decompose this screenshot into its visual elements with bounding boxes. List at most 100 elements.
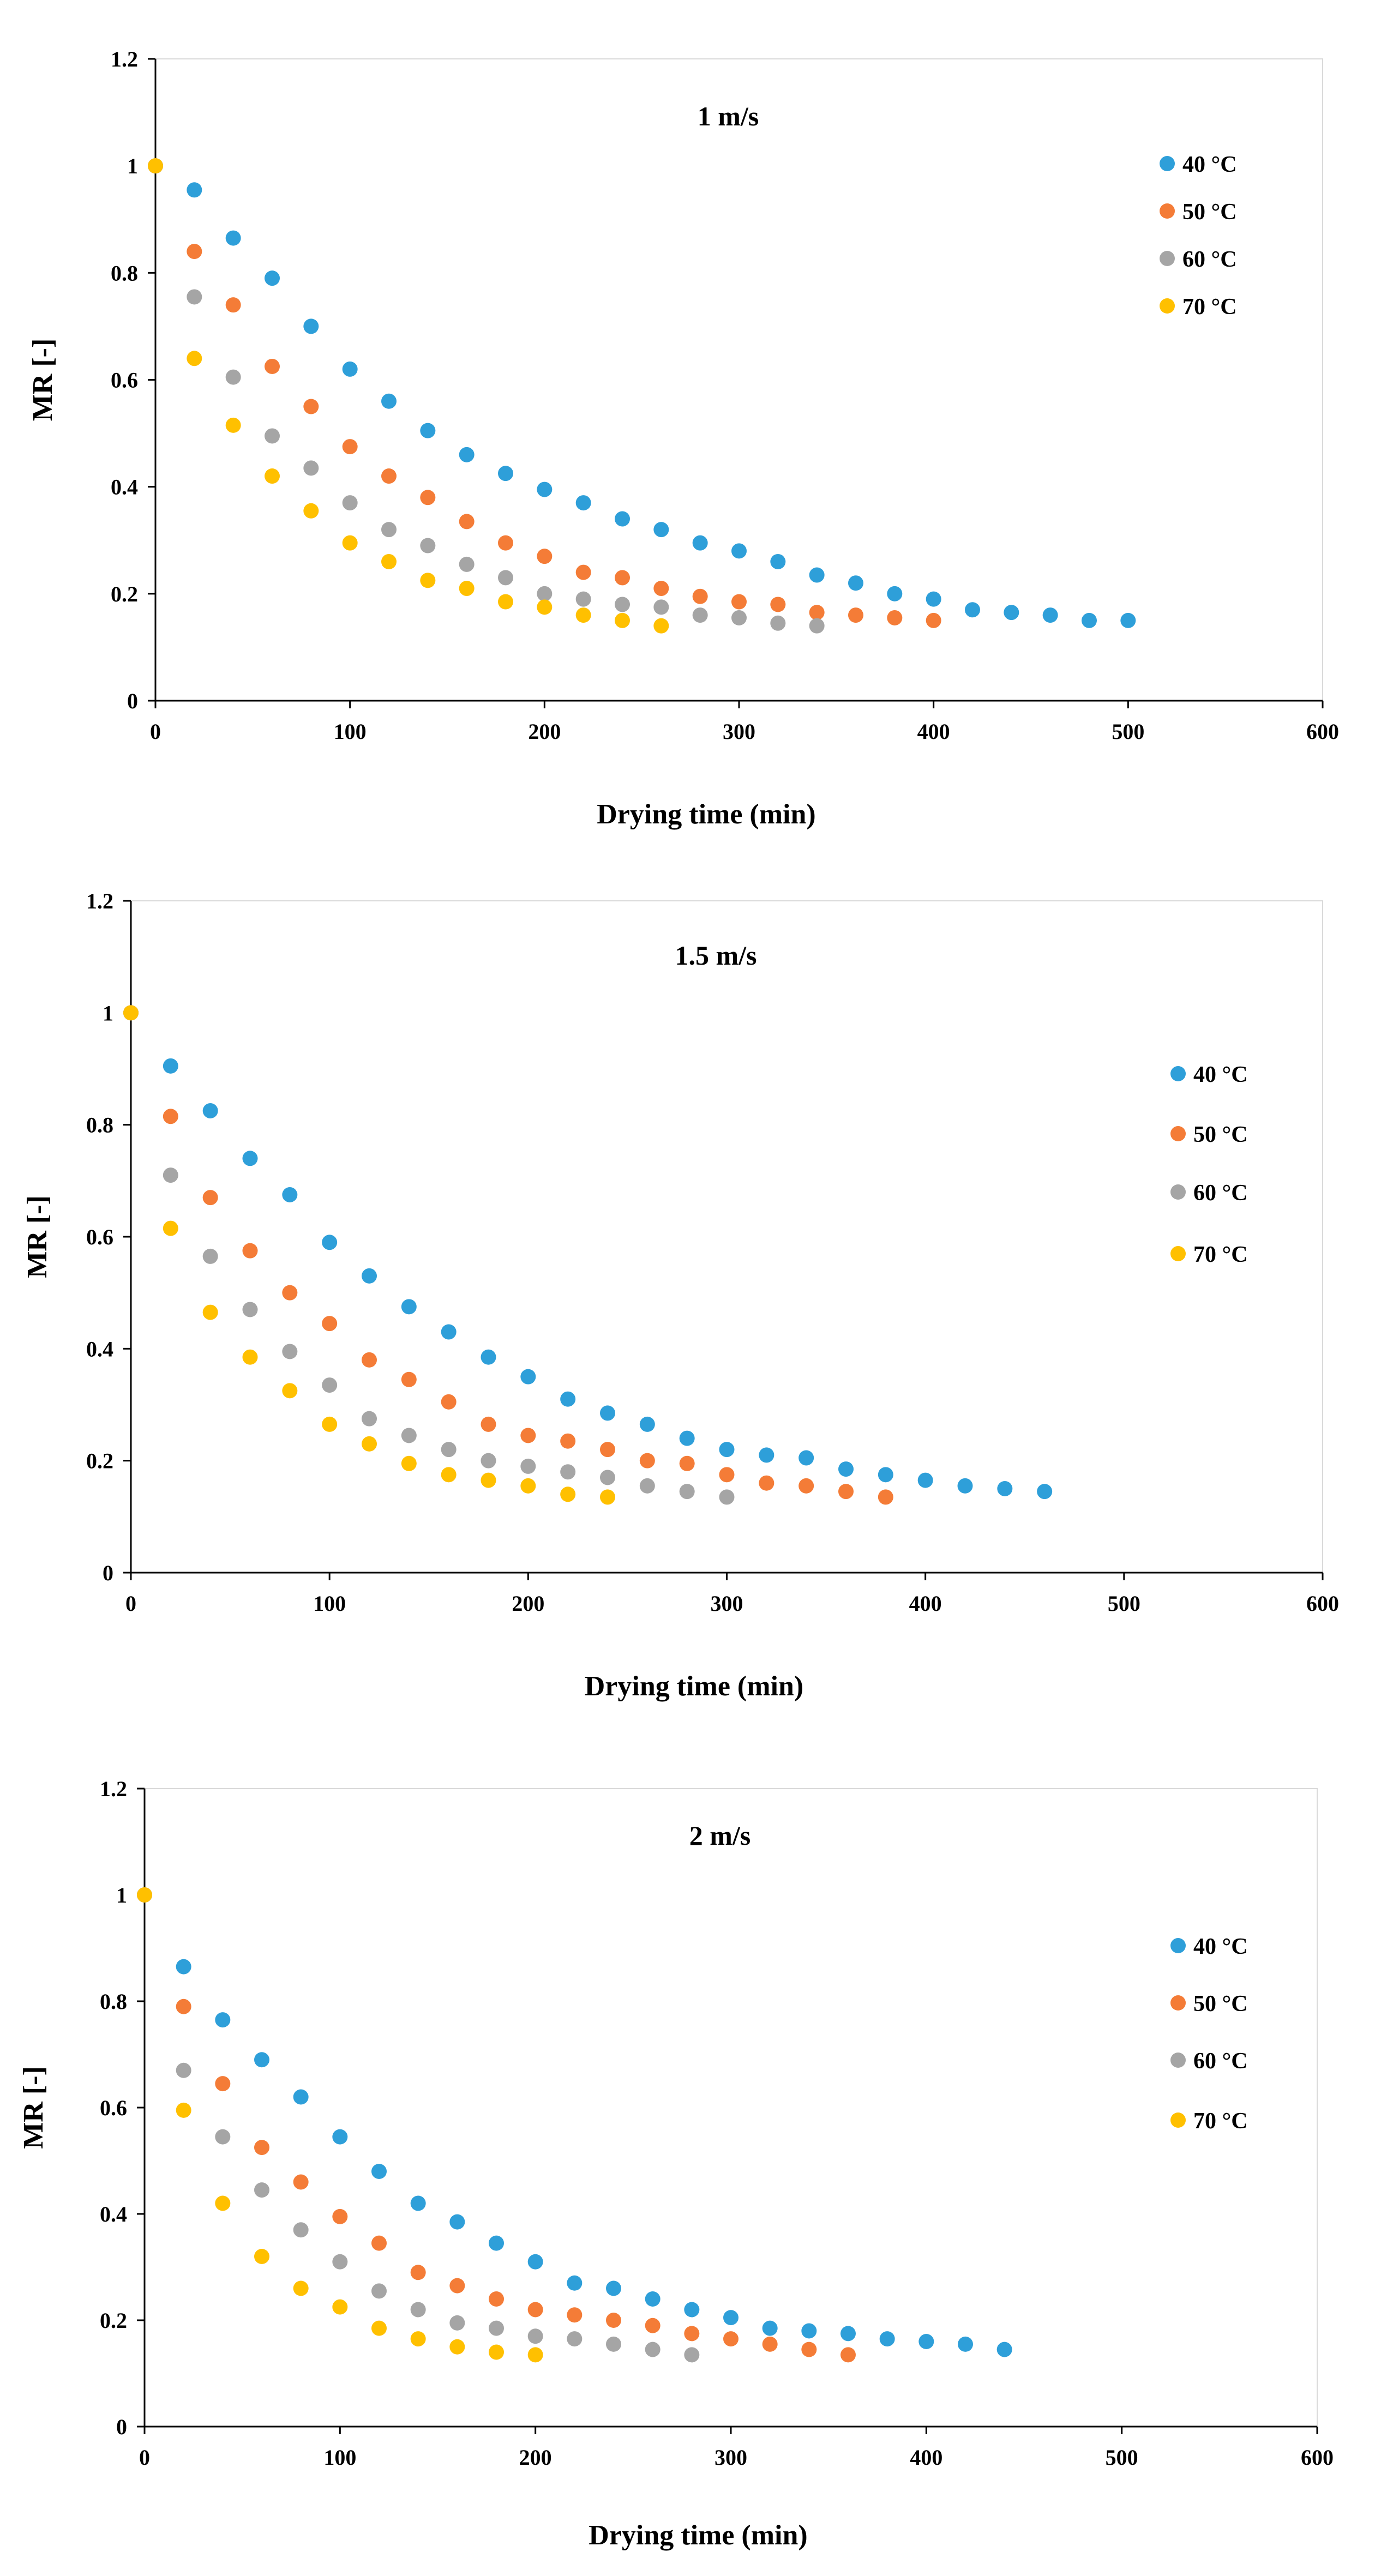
series-3 xyxy=(148,158,825,634)
data-point xyxy=(449,2339,465,2355)
y-tick-label: 0.6 xyxy=(86,1225,113,1249)
data-point xyxy=(148,158,163,174)
data-point xyxy=(679,1484,695,1500)
data-point xyxy=(1120,612,1136,628)
data-point xyxy=(449,2315,465,2331)
data-point xyxy=(202,1248,218,1264)
data-point xyxy=(242,1151,258,1166)
series-2 xyxy=(148,158,941,628)
legend-label: 60 °C xyxy=(1193,2049,1248,2074)
legend-label: 40 °C xyxy=(1182,152,1237,177)
chart-title: 1 m/s xyxy=(698,101,759,131)
data-point xyxy=(420,490,436,505)
data-point xyxy=(362,1411,377,1427)
data-point xyxy=(293,2222,309,2238)
data-point xyxy=(606,2313,621,2328)
scatter-chart: 0 0.2 0.4 0.6 0.8 1 1.2 0 100 200 300 400 500 600 1 m/… xyxy=(27,47,1339,830)
data-point xyxy=(926,591,941,607)
data-point xyxy=(187,182,202,198)
data-point xyxy=(225,297,241,313)
x-tick-label: 100 xyxy=(334,719,367,744)
data-point xyxy=(215,2076,231,2092)
data-point xyxy=(371,2283,387,2299)
data-point xyxy=(809,618,825,634)
chart-panel-2ms: 0 0.2 0.4 0.6 0.8 1 1.2 0 100 200 300 400 500 600 2 m/… xyxy=(0,1717,1387,2576)
legend-marker xyxy=(1170,2112,1186,2128)
data-point xyxy=(254,2182,269,2198)
data-point xyxy=(163,1220,178,1236)
x-tick-label: 0 xyxy=(150,719,161,744)
data-point xyxy=(887,586,903,601)
x-axis-label: Drying time (min) xyxy=(585,1671,803,1702)
data-point xyxy=(459,447,475,462)
data-point xyxy=(1037,1484,1053,1500)
data-point xyxy=(410,2302,426,2318)
data-point xyxy=(926,612,941,628)
plot-area xyxy=(144,1788,1318,2427)
data-point xyxy=(498,466,513,482)
data-point xyxy=(342,535,358,551)
data-point xyxy=(653,581,669,597)
data-point xyxy=(653,618,669,634)
data-point xyxy=(770,615,786,631)
data-point xyxy=(692,535,708,551)
legend-marker xyxy=(1170,1246,1186,1261)
data-point xyxy=(684,2347,700,2363)
data-point xyxy=(575,591,591,607)
data-point xyxy=(176,2102,191,2118)
data-point xyxy=(381,553,397,569)
data-point xyxy=(322,1377,338,1393)
legend-label: 70 °C xyxy=(1182,294,1237,320)
y-tick-label: 1 xyxy=(116,1883,127,1907)
data-point xyxy=(202,1190,218,1206)
x-tick-label: 300 xyxy=(711,1591,743,1616)
data-point xyxy=(723,2331,738,2347)
data-point xyxy=(303,318,319,334)
data-point xyxy=(322,1416,338,1432)
data-point xyxy=(282,1344,298,1359)
data-point xyxy=(254,2052,269,2068)
y-tick-label: 0.4 xyxy=(100,2202,127,2226)
legend-label: 70 °C xyxy=(1193,1242,1248,1267)
x-tick-label: 400 xyxy=(917,719,950,744)
data-point xyxy=(567,2331,583,2347)
data-point xyxy=(520,1478,536,1494)
data-point xyxy=(489,2235,504,2251)
x-tick-label: 200 xyxy=(512,1591,544,1616)
y-axis-label: MR [-] xyxy=(18,2066,49,2149)
data-point xyxy=(731,594,747,610)
data-point xyxy=(225,369,241,385)
data-point xyxy=(254,2249,269,2264)
data-point xyxy=(332,2299,348,2315)
x-tick-label: 0 xyxy=(139,2445,150,2470)
data-point xyxy=(801,2342,817,2357)
data-point xyxy=(498,535,513,551)
data-point xyxy=(537,599,553,615)
data-point xyxy=(537,549,553,564)
x-tick-label: 500 xyxy=(1112,719,1144,744)
data-point xyxy=(527,2302,543,2318)
data-point xyxy=(996,2342,1012,2357)
data-point xyxy=(332,2208,348,2224)
legend-marker xyxy=(1170,1126,1186,1141)
data-point xyxy=(449,2214,465,2230)
data-point xyxy=(381,468,397,484)
series-3 xyxy=(123,1005,735,1505)
data-point xyxy=(653,599,669,615)
data-point xyxy=(723,2310,738,2326)
y-tick-label: 1.2 xyxy=(111,47,138,71)
legend-marker xyxy=(1170,2053,1186,2068)
data-point xyxy=(615,597,630,612)
data-point xyxy=(645,2342,661,2357)
x-tick-label: 0 xyxy=(125,1591,136,1616)
data-point xyxy=(265,358,280,374)
x-tick-label: 400 xyxy=(910,2445,942,2470)
data-point xyxy=(615,612,630,628)
data-point xyxy=(762,2320,778,2336)
data-point xyxy=(527,2347,543,2363)
data-point xyxy=(163,1058,178,1074)
legend-label: 50 °C xyxy=(1193,1991,1248,2017)
data-point xyxy=(322,1316,338,1332)
data-point xyxy=(498,594,513,610)
data-point xyxy=(342,361,358,377)
